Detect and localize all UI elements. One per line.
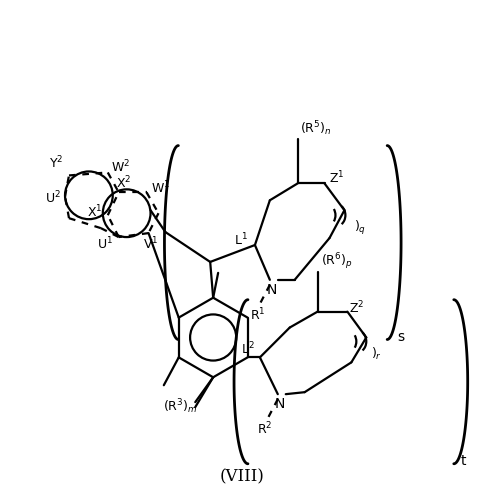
Text: N: N xyxy=(274,397,285,411)
Text: X$^1$: X$^1$ xyxy=(88,204,103,220)
Text: U$^2$: U$^2$ xyxy=(45,190,61,206)
Text: U$^1$: U$^1$ xyxy=(97,236,113,252)
Text: t: t xyxy=(461,454,466,468)
Text: (R$^3$)$_m$: (R$^3$)$_m$ xyxy=(163,398,197,416)
Text: Z$^2$: Z$^2$ xyxy=(349,300,364,316)
Text: (R$^5$)$_n$: (R$^5$)$_n$ xyxy=(300,120,331,138)
Text: L$^2$: L$^2$ xyxy=(241,341,255,357)
Text: (R$^6$)$_p$: (R$^6$)$_p$ xyxy=(320,252,352,272)
Text: W$^1$: W$^1$ xyxy=(151,180,170,196)
Text: )$_q$: )$_q$ xyxy=(354,219,366,237)
Text: s: s xyxy=(397,330,404,344)
Text: V$^1$: V$^1$ xyxy=(143,236,158,252)
Text: )$_r$: )$_r$ xyxy=(371,346,382,362)
Text: (VIII): (VIII) xyxy=(220,468,264,485)
Text: N: N xyxy=(267,283,277,297)
Text: R$^2$: R$^2$ xyxy=(257,420,272,438)
Text: Y$^2$: Y$^2$ xyxy=(49,155,63,172)
Text: Z$^1$: Z$^1$ xyxy=(330,170,345,186)
Text: W$^2$: W$^2$ xyxy=(111,159,130,176)
Text: R$^1$: R$^1$ xyxy=(250,306,266,323)
Text: L$^1$: L$^1$ xyxy=(234,232,248,248)
Text: X$^2$: X$^2$ xyxy=(116,175,131,192)
